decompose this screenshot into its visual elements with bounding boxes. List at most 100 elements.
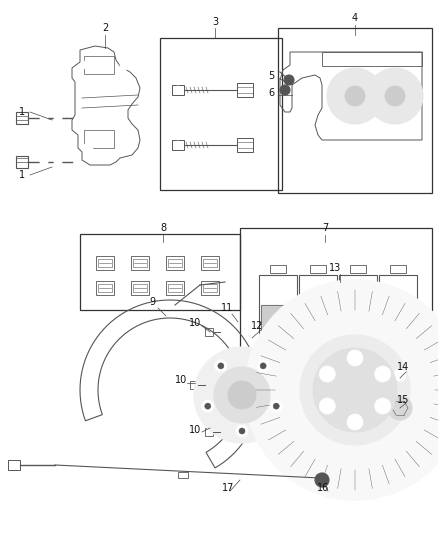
Bar [339,275,377,335]
Circle shape [194,347,290,443]
Bar [160,38,282,190]
Circle shape [40,158,48,166]
Bar [201,256,219,270]
Bar [84,56,114,74]
Text: 10: 10 [189,425,201,435]
Bar [301,305,335,331]
Circle shape [218,363,224,369]
Bar [261,305,295,331]
Circle shape [319,366,335,382]
Bar [237,83,253,97]
Bar [394,370,406,375]
Circle shape [273,403,279,409]
Bar [341,305,375,331]
Circle shape [270,400,282,412]
Bar [201,281,219,295]
Circle shape [347,350,363,366]
Bar [205,328,213,336]
Bar [172,85,184,95]
Circle shape [367,68,423,124]
Text: 16: 16 [317,483,329,493]
Circle shape [319,398,335,414]
Bar [205,428,213,436]
Bar [405,335,417,343]
Circle shape [236,425,248,437]
Text: 6: 6 [268,88,274,98]
Bar [96,281,114,295]
Bar [80,234,240,310]
Bar [203,259,217,267]
Bar [131,281,149,295]
Circle shape [280,85,290,95]
Circle shape [174,141,182,149]
Circle shape [257,360,269,372]
Bar [178,472,188,478]
Text: 9: 9 [149,297,155,307]
Bar [310,265,326,273]
Text: 2: 2 [102,23,108,33]
Circle shape [205,403,211,409]
Circle shape [239,428,245,434]
Bar [190,381,198,389]
Bar [98,259,112,267]
Bar [301,305,335,331]
Circle shape [120,143,130,153]
Text: 11: 11 [221,303,233,313]
Bar [98,284,112,292]
Circle shape [240,140,250,150]
Circle shape [313,348,397,432]
Text: 14: 14 [397,362,409,372]
Bar [259,275,297,335]
Bar [381,305,415,331]
Circle shape [83,60,93,70]
Text: 1: 1 [19,170,25,180]
Circle shape [300,335,410,445]
Circle shape [202,400,214,412]
Bar [390,265,406,273]
Bar [133,259,147,267]
Bar [365,335,377,343]
Bar [259,335,271,343]
Circle shape [284,75,294,85]
Bar [131,256,149,270]
Bar [350,265,366,273]
Bar [168,284,182,292]
Bar [16,112,28,124]
Circle shape [54,114,62,122]
Bar [96,256,114,270]
Text: 4: 4 [352,13,358,23]
Bar [379,275,417,335]
Text: 12: 12 [251,321,263,331]
Circle shape [174,86,182,94]
Text: 5: 5 [268,71,274,81]
Circle shape [215,360,227,372]
Circle shape [394,369,406,381]
Bar [322,52,422,66]
Text: 13: 13 [329,263,341,273]
Bar [8,460,20,470]
Text: 1: 1 [19,107,25,117]
Circle shape [40,114,48,122]
Circle shape [240,85,250,95]
Circle shape [54,158,62,166]
Bar [168,259,182,267]
Bar [172,140,184,150]
Bar [339,335,351,343]
Bar [203,284,217,292]
Bar [237,138,253,152]
Circle shape [375,366,391,382]
Bar [166,256,184,270]
Circle shape [120,60,130,70]
Circle shape [260,363,266,369]
Bar [270,265,286,273]
Text: 15: 15 [397,395,409,405]
Text: 10: 10 [175,375,187,385]
Circle shape [214,367,270,423]
Circle shape [245,280,438,500]
Circle shape [388,396,412,420]
Text: 17: 17 [222,483,234,493]
Circle shape [327,68,383,124]
Bar [379,335,391,343]
Text: 7: 7 [322,223,328,233]
Text: 3: 3 [212,17,218,27]
